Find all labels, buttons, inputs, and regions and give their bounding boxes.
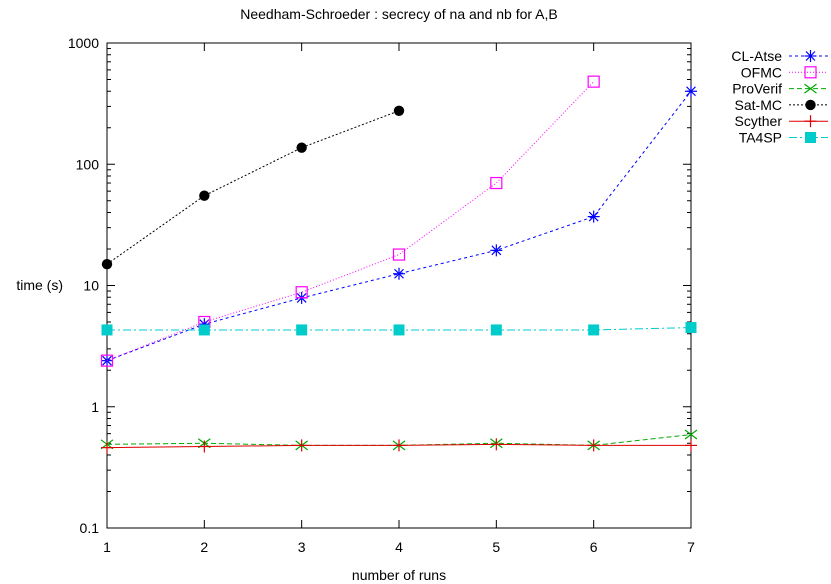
y-tick-label: 0.1 [80,520,100,536]
data-point-ofmc [587,75,600,88]
data-point-scyther [101,441,113,454]
legend-label: CL-Atse [731,48,782,64]
legend-marker [805,132,816,143]
legend-label: OFMC [741,64,782,80]
data-point-scyther [198,440,211,453]
x-tick-label: 7 [687,539,695,555]
data-point-ofmc [295,286,308,299]
chart-title: Needham-Schroeder : secrecy of na and nb… [240,6,558,22]
data-point-cl-atse [490,244,503,257]
axis-ticks [106,42,692,529]
x-axis-label: number of runs [352,567,446,583]
series-sat-mc [101,105,405,270]
legend-marker [804,66,817,79]
legend-label: ProVerif [732,81,782,97]
y-tick-label: 10 [83,278,99,294]
data-point-ofmc [392,248,406,261]
series-line-sat-mc [106,110,400,265]
data-point-ta4sp [490,324,502,336]
series-ofmc [100,75,600,367]
data-point-scyther [393,439,405,452]
data-point-scyther [490,438,503,451]
data-point-scyther [685,439,697,452]
data-point-proverif [684,429,698,440]
y-tick-label: 100 [76,156,100,172]
legend-marker [805,99,816,111]
y-axis-label: time (s) [16,277,63,293]
legend-item-ofmc: OFMC [741,64,828,80]
series-line-cl-atse [106,90,692,362]
data-point-cl-atse [685,85,697,98]
legend-label: Sat-MC [735,97,782,113]
data-point-ta4sp [101,324,113,336]
legend-label: TA4SP [739,130,782,146]
data-point-ofmc [490,176,503,190]
data-point-cl-atse [393,267,405,280]
series-scyther [101,438,697,454]
legend-marker [804,50,817,62]
legend-item-proverif: ProVerif [732,81,828,97]
data-point-scyther [295,439,308,452]
data-point-ofmc [100,354,114,367]
series-line-ofmc [106,81,595,362]
legend-item-cl-atse: CL-Atse [731,48,828,64]
series-cl-atse [101,85,697,367]
x-tick-label: 5 [492,539,500,555]
data-point-ta4sp [296,324,308,336]
data-point-ta4sp [685,322,697,334]
data-point-cl-atse [587,210,600,223]
data-point-sat-mc [393,105,405,116]
data-point-ta4sp [198,324,210,336]
data-point-sat-mc [296,142,307,153]
series-ta4sp [101,322,697,336]
x-tick-label: 6 [590,539,598,555]
x-tick-label: 2 [200,539,208,555]
data-point-ta4sp [588,324,600,336]
legend-marker [804,115,817,128]
legend-label: Scyther [735,113,783,129]
x-tick-label: 4 [395,539,403,555]
data-point-ta4sp [393,324,405,336]
legend-item-scyther: Scyther [735,113,828,129]
legend-item-ta4sp: TA4SP [739,130,828,146]
legend-item-sat-mc: Sat-MC [735,97,828,113]
y-tick-labels: 0.1 1 10 100 1000 [68,35,99,536]
x-tick-label: 1 [103,539,111,555]
data-point-sat-mc [101,258,113,270]
x-tick-label: 3 [298,539,306,555]
y-tick-label: 1 [91,399,99,415]
y-tick-label: 1000 [68,35,99,51]
series-layer [100,75,698,454]
x-tick-labels: 1 2 3 4 5 6 7 [103,539,695,555]
data-point-scyther [587,439,600,452]
legend-marker [804,83,817,94]
data-point-sat-mc [199,190,210,201]
